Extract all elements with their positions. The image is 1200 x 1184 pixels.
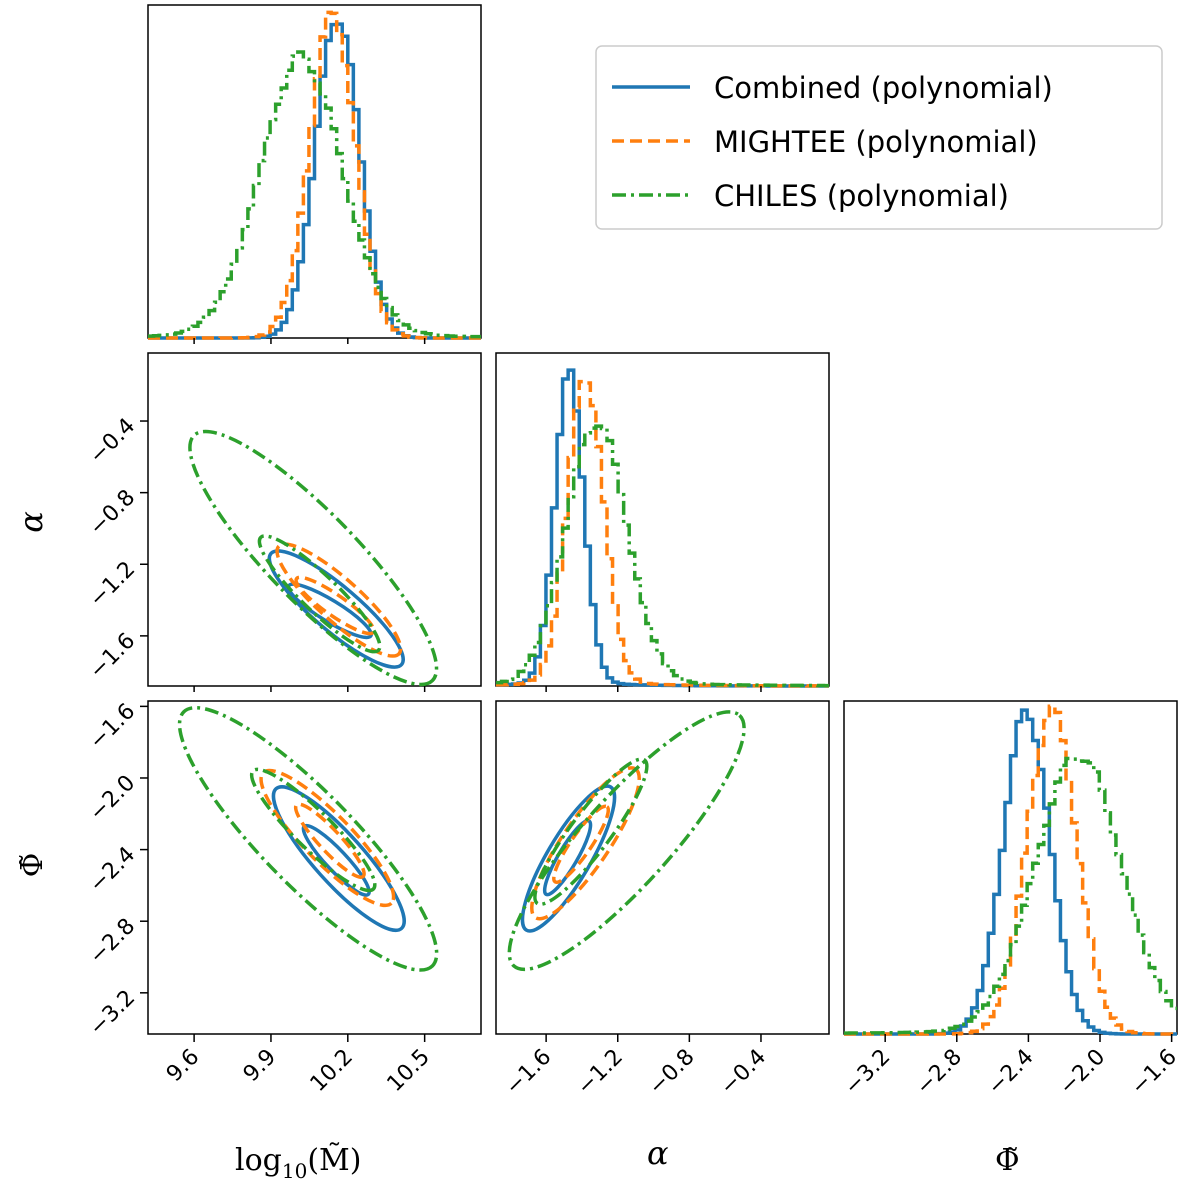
y-tick-label-alpha: −1.2 [85,557,140,612]
legend-label-mightee: MIGHTEE (polynomial) [714,125,1038,159]
hist-line-mightee [148,10,481,340]
hist-line-chiles [496,424,829,688]
legend-box [595,45,1163,230]
contour-chiles-inner [249,767,377,893]
contour-chiles-outer [177,705,439,972]
contour-mightee-inner [293,802,366,879]
y-tick-label-alpha: −0.4 [85,414,140,469]
x-axis-label-logM: log10(M̃) [235,1143,361,1183]
x-tick-label-logM: 9.6 [162,1045,204,1087]
panel-frame [495,352,830,687]
x-tick-label-alpha: −0.4 [716,1045,771,1100]
contour-panel-logM-alpha [147,352,482,687]
x-tick-label-phi: −2.0 [1055,1045,1110,1100]
hist-line-chiles [844,756,1177,1035]
x-tick-label-alpha: −1.2 [573,1045,628,1100]
x-tick-label-alpha: −0.8 [644,1045,699,1100]
hist-panel-phi [843,700,1178,1036]
hist-panel-alpha [495,352,830,688]
contour-chiles-inner [257,534,382,654]
panel-frame [843,700,1178,1035]
x-axis-label-phi: Φ̃ [995,1143,1020,1178]
x-tick-label-logM: 10.5 [383,1045,435,1097]
y-tick-label-phi: −3.2 [85,985,140,1040]
contour-chiles-outer [188,429,439,687]
contour-chiles-inner [533,757,649,907]
legend-entry-chiles: CHILES (polynomial) [612,179,1009,213]
x-tick-label-logM: 10.2 [306,1045,358,1097]
contour-panel-logM-phi [147,700,482,1035]
y-tick-label-alpha: −1.6 [85,628,140,683]
y-axis-label-alpha: α [12,511,50,533]
panel-frame [147,352,482,687]
contour-combined-outer [271,785,406,933]
legend-entry-combined: Combined (polynomial) [612,71,1053,105]
y-tick-label-phi: −2.0 [85,771,140,826]
hist-line-mightee [844,704,1177,1036]
y-tick-label-phi: −2.4 [85,842,140,897]
legend-label-chiles: CHILES (polynomial) [714,179,1009,213]
legend-entry-mightee: MIGHTEE (polynomial) [612,125,1038,159]
x-tick-label-phi: −1.6 [1126,1045,1181,1100]
hist-line-chiles [148,50,481,339]
x-tick-label-logM: 9.9 [239,1045,281,1087]
y-tick-label-phi: −2.8 [85,914,140,969]
contour-mightee-outer [275,542,403,658]
y-tick-label-phi: −1.6 [85,699,140,754]
x-axis-label-alpha: α [647,1134,669,1172]
y-tick-label-alpha: −0.8 [85,485,140,540]
x-tick-label-alpha: −1.6 [501,1045,556,1100]
x-tick-label-phi: −3.2 [840,1045,895,1100]
x-tick-label-phi: −2.4 [983,1045,1038,1100]
contour-panel-alpha-phi [495,700,830,1035]
hist-panel-logM [147,4,482,340]
legend-label-combined: Combined (polynomial) [714,71,1053,105]
contour-chiles-outer [507,710,746,972]
x-tick-label-phi: −2.8 [912,1045,967,1100]
legend: Combined (polynomial) MIGHTEE (polynomia… [595,45,1163,230]
y-axis-label-phi: Φ̃ [15,853,50,878]
